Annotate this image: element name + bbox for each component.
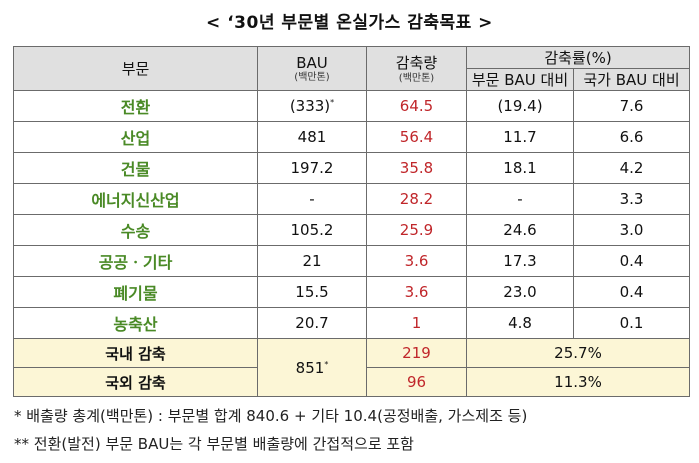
- overseas-reduction: 96: [366, 367, 467, 397]
- header-bau-unit: (백만톤): [294, 71, 330, 83]
- header-bau: BAU (백만톤): [257, 46, 367, 91]
- domestic-rate: 25.7%: [465, 338, 691, 368]
- sector-cell: 수송: [13, 214, 258, 246]
- bau-value: 20.7: [295, 314, 329, 332]
- reduction-cell: 56.4: [366, 121, 467, 153]
- rate-sector-cell: 11.7: [466, 121, 574, 153]
- bau-cell: -: [257, 183, 367, 215]
- rate-sector-cell: 24.6: [466, 214, 574, 246]
- footnote-2: ** 전환(발전) 부문 BAU는 각 부문별 배출량에 간접적으로 포함: [14, 435, 414, 453]
- bau-value: -: [309, 190, 315, 208]
- table-row: 공공ㆍ기타 21 3.6 17.3 0.4: [13, 245, 691, 277]
- sector-cell: 폐기물: [13, 276, 258, 308]
- domestic-label: 국내 감축: [13, 338, 258, 368]
- reduction-cell: 64.5: [366, 90, 467, 122]
- sector-cell: 건물: [13, 152, 258, 184]
- reduction-cell: 3.6: [366, 245, 467, 277]
- footnote-1: * 배출량 총계(백만톤) : 부문별 합계 840.6 + 기타 10.4(공…: [14, 407, 528, 425]
- rate-national-cell: 4.2: [572, 152, 691, 184]
- rate-national-cell: 6.6: [572, 121, 691, 153]
- bau-value: (333): [289, 97, 331, 115]
- header-rate-national: 국가 BAU 대비: [572, 68, 691, 91]
- bau-value: 105.2: [290, 221, 334, 239]
- table-row: 폐기물 15.5 3.6 23.0 0.4: [13, 276, 691, 308]
- reduction-cell: 25.9: [366, 214, 467, 246]
- overseas-rate: 11.3%: [465, 367, 691, 397]
- bau-total-mark: *: [324, 359, 329, 369]
- rate-sector-cell: 23.0: [466, 276, 574, 308]
- header-rate: 감축률(%): [465, 46, 691, 69]
- reduction-cell: 35.8: [366, 152, 467, 184]
- bau-cell: 15.5: [257, 276, 367, 308]
- bau-mark: *: [330, 98, 335, 107]
- domestic-reduction: 219: [366, 338, 467, 368]
- reduction-cell: 28.2: [366, 183, 467, 215]
- table-row: 농축산 20.7 1 4.8 0.1: [13, 307, 691, 339]
- rate-national-cell: 0.1: [572, 307, 691, 339]
- reduction-cell: 3.6: [366, 276, 467, 308]
- table-row: 수송 105.2 25.9 24.6 3.0: [13, 214, 691, 246]
- bau-cell: (333)*: [257, 90, 367, 122]
- rate-national-cell: 0.4: [572, 276, 691, 308]
- bau-cell: 481: [257, 121, 367, 153]
- rate-sector-cell: 18.1: [466, 152, 574, 184]
- bau-total-value: 851: [295, 358, 325, 377]
- header-bau-label: BAU: [296, 53, 328, 72]
- sector-cell: 농축산: [13, 307, 258, 339]
- header-sector: 부문: [13, 46, 258, 91]
- sector-cell: 공공ㆍ기타: [13, 245, 258, 277]
- header-rate-sector: 부문 BAU 대비: [466, 68, 574, 91]
- summary-row-overseas: 국외 감축 96 11.3%: [13, 367, 691, 397]
- rate-national-cell: 3.0: [572, 214, 691, 246]
- bau-cell: 21: [257, 245, 367, 277]
- rate-national-cell: 0.4: [572, 245, 691, 277]
- bau-total: 851*: [257, 338, 367, 397]
- table-row: 전환 (333)* 64.5 (19.4) 7.6: [13, 90, 691, 122]
- header-reduction-label: 감축량: [395, 54, 438, 72]
- table-row: 건물 197.2 35.8 18.1 4.2: [13, 152, 691, 184]
- summary-row-domestic: 국내 감축 851* 219 25.7%: [13, 338, 691, 397]
- overseas-label: 국외 감축: [13, 367, 258, 397]
- rate-national-cell: 3.3: [572, 183, 691, 215]
- table-row: 산업 481 56.4 11.7 6.6: [13, 121, 691, 153]
- table-row: 에너지신산업 -28.2-3.3: [13, 183, 691, 215]
- reduction-target-table: 부문 BAU (백만톤) 감축량 (백만톤) 감축률(%) 부문 BAU 대비 …: [13, 46, 691, 397]
- rate-sector-cell: (19.4): [466, 90, 574, 122]
- footnotes: * 배출량 총계(백만톤) : 부문별 합계 840.6 + 기타 10.4(공…: [14, 402, 694, 458]
- summary-body: 국내 감축 851* 219 25.7% 국외 감축 96 11.3%: [13, 338, 691, 397]
- sector-cell: 에너지신산업: [13, 183, 258, 215]
- sector-cell: 전환: [13, 90, 258, 122]
- bau-cell: 20.7: [257, 307, 367, 339]
- bau-value: 481: [297, 128, 327, 146]
- page-title: < ‘30년 부문별 온실가스 감축목표 >: [206, 13, 493, 33]
- bau-value: 197.2: [290, 159, 334, 177]
- bau-cell: 197.2: [257, 152, 367, 184]
- rate-sector-cell: 17.3: [466, 245, 574, 277]
- header-reduction: 감축량 (백만톤): [366, 46, 467, 91]
- sector-cell: 산업: [13, 121, 258, 153]
- rate-sector-cell: 4.8: [466, 307, 574, 339]
- reduction-cell: 1: [366, 307, 467, 339]
- rate-national-cell: 7.6: [572, 90, 691, 122]
- bau-value: 15.5: [295, 283, 329, 301]
- header-reduction-unit: (백만톤): [398, 73, 435, 84]
- table-body: 전환 (333)* 64.5 (19.4) 7.6 산업 481 56.4 11.7 6.6 건물 1…: [13, 90, 691, 339]
- bau-value: 21: [302, 252, 322, 270]
- bau-cell: 105.2: [257, 214, 367, 246]
- rate-sector-cell: -: [466, 183, 574, 215]
